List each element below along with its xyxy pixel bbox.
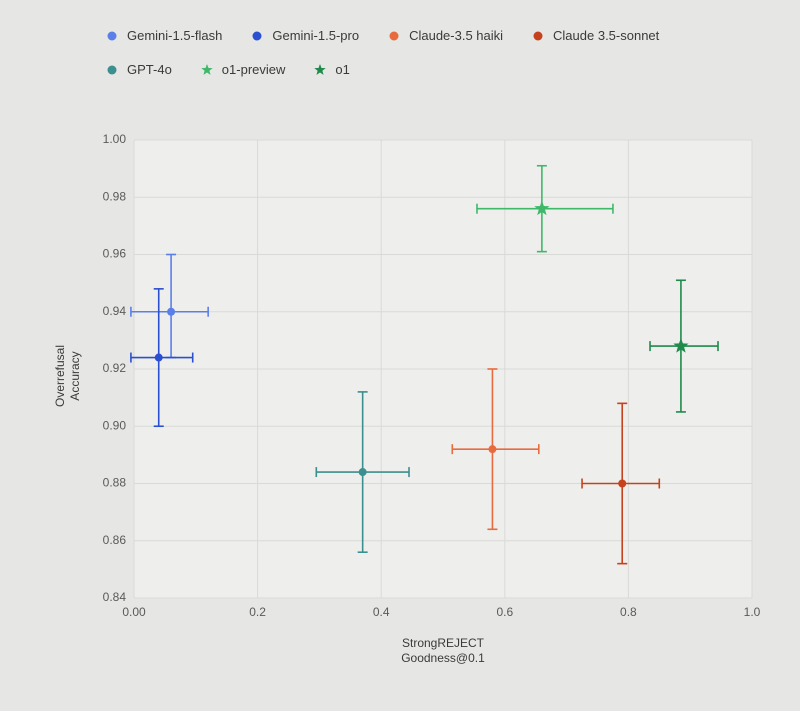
x-axis-label: StrongREJECT Goodness@0.1	[383, 636, 503, 666]
legend-label: o1-preview	[222, 62, 286, 77]
circle-icon	[105, 29, 119, 43]
svg-text:0.96: 0.96	[103, 247, 127, 261]
point-gemini-1.5-pro	[155, 354, 163, 362]
circle-icon	[531, 29, 545, 43]
legend-item-gpt-4o: GPT-4o	[105, 62, 172, 77]
legend-label: Claude 3.5-sonnet	[553, 28, 659, 43]
circle-icon	[250, 29, 264, 43]
svg-text:0.6: 0.6	[496, 605, 513, 619]
legend-item-gemini-1.5-flash: Gemini-1.5-flash	[105, 28, 222, 43]
svg-text:0.4: 0.4	[373, 605, 390, 619]
svg-text:1.00: 1.00	[103, 132, 127, 146]
svg-text:0.86: 0.86	[103, 533, 127, 547]
svg-text:0.8: 0.8	[620, 605, 637, 619]
legend-item-o1-preview: o1-preview	[200, 62, 286, 77]
svg-text:0.98: 0.98	[103, 189, 127, 203]
svg-text:1.0: 1.0	[744, 605, 761, 619]
legend-label: o1	[335, 62, 349, 77]
x-axis-label-line1: StrongREJECT	[402, 636, 484, 650]
svg-text:0.00: 0.00	[122, 605, 146, 619]
y-axis-label: Overrefusal Accuracy	[53, 336, 83, 416]
legend-item-claude-3.5-haiki: Claude-3.5 haiki	[387, 28, 503, 43]
svg-text:0.2: 0.2	[249, 605, 266, 619]
circle-icon	[105, 63, 119, 77]
scatter-plot-svg: 0.84 0.86 0.88 0.90 0.92 0.94 0.96 0.98 1.00 0.00…	[86, 130, 766, 630]
svg-text:0.88: 0.88	[103, 476, 127, 490]
legend-item-o1: o1	[313, 62, 349, 77]
point-claude-3.5-haiki	[488, 445, 496, 453]
legend-item-claude-3.5-sonnet: Claude 3.5-sonnet	[531, 28, 659, 43]
y-axis-label-line2: Accuracy	[68, 351, 82, 400]
star-icon	[200, 63, 214, 77]
star-icon	[313, 63, 327, 77]
point-gpt-4o	[359, 468, 367, 476]
legend-label: Gemini-1.5-pro	[272, 28, 359, 43]
plot-area: 0.84 0.86 0.88 0.90 0.92 0.94 0.96 0.98 1.00 0.00…	[86, 130, 766, 630]
point-gemini-1.5-flash	[167, 308, 175, 316]
legend-item-gemini-1.5-pro: Gemini-1.5-pro	[250, 28, 359, 43]
svg-text:0.92: 0.92	[103, 361, 127, 375]
legend-label: GPT-4o	[127, 62, 172, 77]
x-axis-label-line2: Goodness@0.1	[401, 651, 485, 665]
circle-icon	[387, 29, 401, 43]
legend-label: Gemini-1.5-flash	[127, 28, 222, 43]
svg-text:0.90: 0.90	[103, 418, 127, 432]
y-axis-label-line1: Overrefusal	[53, 345, 67, 407]
legend-row-2: GPT-4o o1-preview o1	[105, 62, 665, 77]
chart-page: Gemini-1.5-flash Gemini-1.5-pro Claude-3.5…	[0, 0, 800, 711]
legend-row-1: Gemini-1.5-flash Gemini-1.5-pro Claude-3.5…	[105, 28, 665, 43]
svg-text:0.84: 0.84	[103, 590, 127, 604]
point-claude-3.5-sonnet	[618, 480, 626, 488]
legend-label: Claude-3.5 haiki	[409, 28, 503, 43]
svg-text:0.94: 0.94	[103, 304, 127, 318]
